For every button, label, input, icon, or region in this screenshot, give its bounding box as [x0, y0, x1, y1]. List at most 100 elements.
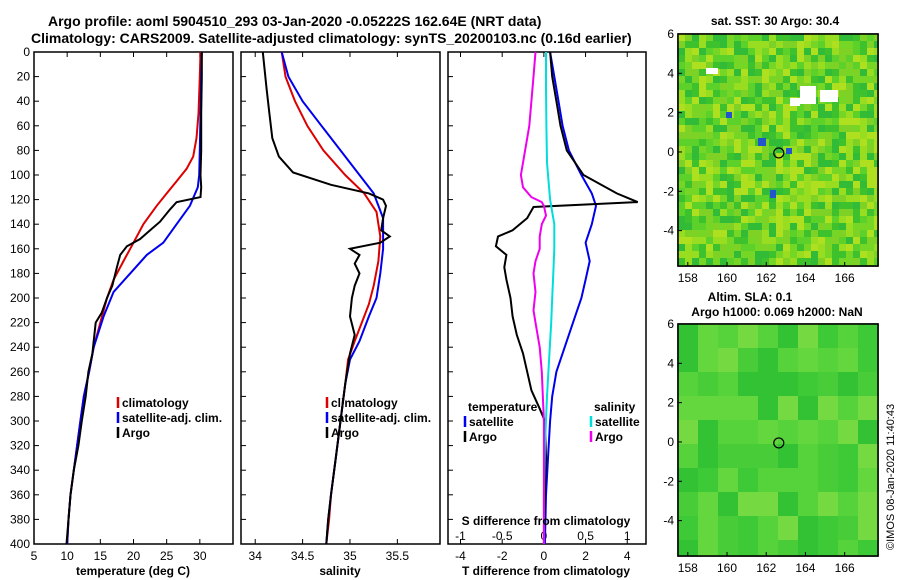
field-patch — [713, 132, 720, 139]
field-patch — [692, 62, 699, 69]
field-patch — [839, 55, 846, 62]
field-patch — [692, 237, 699, 244]
field-patch — [713, 125, 720, 132]
field-patch — [860, 48, 867, 55]
x2-tick-label: -1 — [455, 529, 466, 543]
field-patch — [720, 174, 727, 181]
field-patch — [769, 132, 776, 139]
field-patch — [839, 174, 846, 181]
field-patch — [713, 237, 720, 244]
field-patch — [748, 209, 755, 216]
x-tick-label: 0 — [541, 549, 548, 563]
field-patch — [692, 258, 699, 265]
field-patch — [720, 97, 727, 104]
field-patch — [685, 69, 692, 76]
field-patch — [762, 153, 769, 160]
field-patch — [699, 41, 706, 48]
argo-position-marker — [773, 437, 785, 449]
field-patch — [692, 223, 699, 230]
legend-label: satellite-adj. clim. — [122, 411, 222, 425]
field-patch — [867, 34, 874, 41]
argo-position-marker — [773, 147, 785, 159]
field-patch — [818, 153, 825, 160]
field-patch — [818, 420, 838, 444]
field-patch — [790, 62, 797, 69]
field-patch — [811, 153, 818, 160]
field-patch — [846, 118, 853, 125]
field-patch — [846, 34, 853, 41]
field-patch — [685, 111, 692, 118]
field-patch — [867, 167, 874, 174]
field-patch — [776, 62, 783, 69]
field-patch — [685, 202, 692, 209]
field-patch — [713, 223, 720, 230]
field-patch — [818, 181, 825, 188]
field-patch — [874, 48, 878, 55]
field-patch — [713, 111, 720, 118]
field-patch — [713, 181, 720, 188]
field-patch — [839, 125, 846, 132]
field-patch — [734, 90, 741, 97]
field-patch — [748, 111, 755, 118]
map-y-tick-label: 4 — [667, 356, 674, 370]
field-patch — [727, 188, 734, 195]
field-patch — [874, 69, 878, 76]
field-patch — [874, 216, 878, 223]
field-patch — [776, 90, 783, 97]
field-patch — [804, 223, 811, 230]
field-patch — [748, 55, 755, 62]
field-patch — [738, 516, 758, 540]
map-y-tick-label: 6 — [667, 317, 674, 331]
field-patch — [839, 258, 846, 265]
field-patch — [706, 132, 713, 139]
field-patch — [776, 188, 783, 195]
field-patch — [853, 83, 860, 90]
field-patch — [734, 167, 741, 174]
field-patch — [825, 223, 832, 230]
field-patch — [839, 209, 846, 216]
field-patch — [846, 62, 853, 69]
field-patch — [874, 90, 878, 97]
field-patch — [720, 244, 727, 251]
field-patch — [783, 209, 790, 216]
y-tick-label: 100 — [10, 168, 30, 182]
field-patch — [790, 202, 797, 209]
field-patch — [698, 540, 718, 556]
field-patch — [860, 258, 867, 265]
field-patch — [755, 244, 762, 251]
field-patch — [713, 202, 720, 209]
field-patch — [692, 230, 699, 237]
field-patch — [748, 76, 755, 83]
field-patch — [678, 223, 685, 230]
field-patch — [678, 230, 685, 237]
field-patch — [811, 188, 818, 195]
field-patch — [858, 324, 878, 348]
field-patch — [755, 69, 762, 76]
field-patch — [758, 348, 778, 372]
field-patch — [734, 258, 741, 265]
map-x-tick-label: 164 — [795, 271, 815, 285]
field-patch — [699, 125, 706, 132]
field-patch — [832, 83, 839, 90]
field-patch — [727, 160, 734, 167]
field-patch — [713, 209, 720, 216]
field-patch — [776, 181, 783, 188]
field-patch — [867, 125, 874, 132]
field-patch — [758, 516, 778, 540]
field-patch — [738, 540, 758, 556]
field-patch — [692, 34, 699, 41]
field-patch — [811, 244, 818, 251]
x2-tick-label: -0.5 — [492, 529, 513, 543]
field-patch — [727, 174, 734, 181]
field-patch — [860, 76, 867, 83]
field-patch — [678, 118, 685, 125]
field-patch — [818, 372, 838, 396]
field-patch — [825, 125, 832, 132]
field-patch — [769, 195, 776, 202]
field-patch — [825, 258, 832, 265]
field-patch — [783, 62, 790, 69]
field-patch — [734, 216, 741, 223]
field-patch — [811, 202, 818, 209]
field-patch — [706, 62, 713, 69]
